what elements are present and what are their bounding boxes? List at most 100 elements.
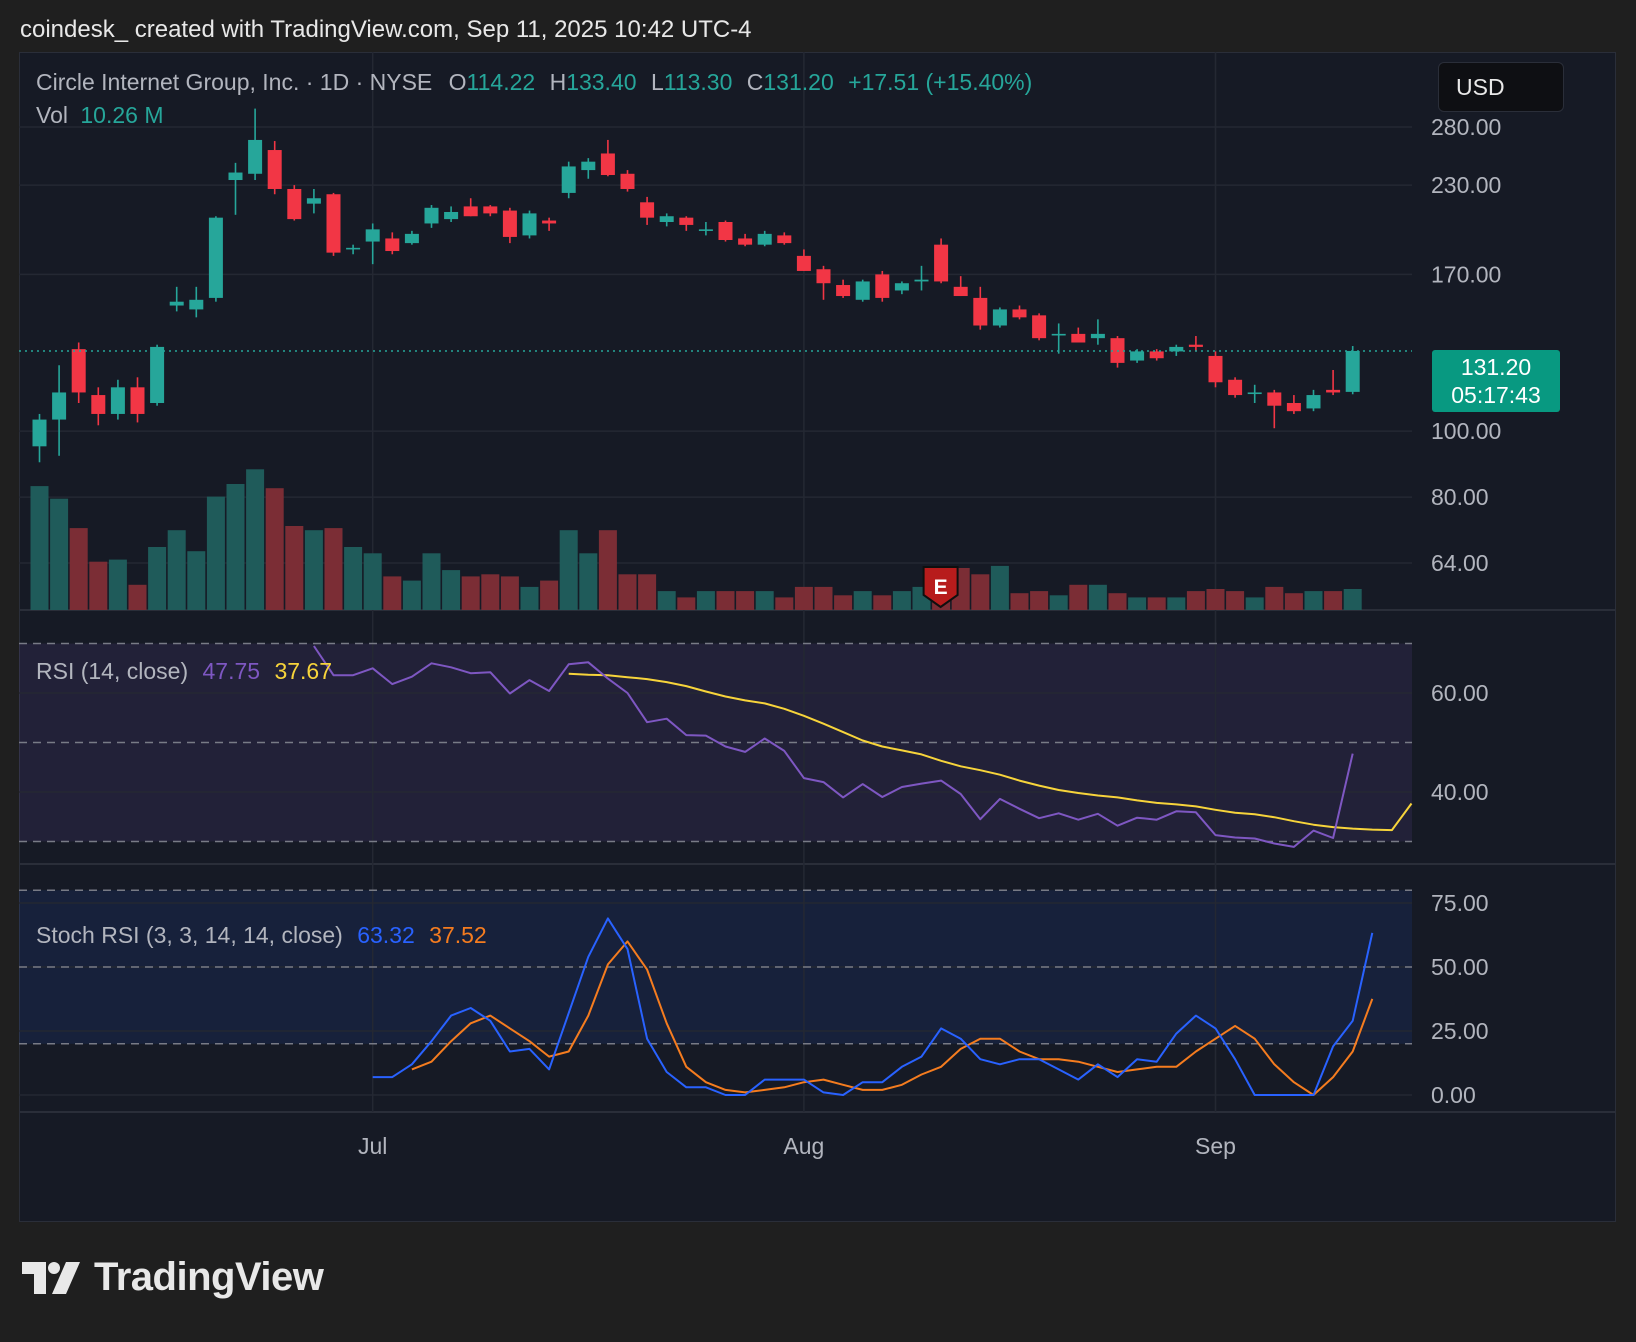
price-tick-label: 230.00 [1431, 172, 1501, 198]
low-label: L [650, 69, 664, 95]
candle-body [698, 229, 713, 231]
stoch-title[interactable]: Stoch RSI (3, 3, 14, 14, close) [36, 922, 343, 948]
volume-bar [226, 484, 245, 610]
candle-body [130, 387, 145, 414]
volume-bar [442, 570, 461, 610]
earnings-marker-label: E [934, 576, 948, 599]
currency-label: USD [1456, 74, 1505, 100]
volume-bar [206, 496, 225, 610]
candle-body [894, 283, 909, 291]
candle-body [208, 217, 223, 298]
volume-bar [520, 586, 539, 610]
volume-bar [579, 553, 598, 610]
volume-bar [873, 595, 892, 610]
candle-body [287, 188, 302, 220]
x-tick-label: Aug [783, 1133, 824, 1159]
candle-body [32, 419, 47, 447]
candle-body [404, 233, 419, 244]
candle-body [228, 172, 243, 181]
chart-credit: coindesk_ created with TradingView.com, … [20, 16, 752, 43]
volume-bar [1226, 591, 1245, 610]
volume-bar [1304, 591, 1323, 610]
candle-body [483, 206, 498, 214]
volume-bar [1206, 589, 1225, 610]
volume-bar [892, 591, 911, 610]
volume-label: Vol [36, 102, 68, 128]
candle-body [1286, 403, 1301, 412]
candle-body [992, 309, 1007, 326]
brand-name: TradingView [94, 1255, 324, 1299]
volume-value: 10.26 M [80, 102, 164, 128]
volume-bar [69, 528, 88, 610]
candle-body [110, 387, 125, 414]
rsi-legend: RSI (14, close) 47.75 37.67 [36, 658, 332, 685]
price-tick-label: 170.00 [1431, 261, 1501, 287]
currency-button[interactable]: USD [1438, 62, 1564, 112]
last-price-tag: 131.20 05:17:43 [1432, 350, 1560, 412]
volume-bar [461, 576, 480, 610]
candle-body [816, 269, 831, 284]
rsi-line [313, 645, 1354, 848]
volume-bar [618, 574, 637, 610]
bar-countdown: 05:17:43 [1451, 382, 1541, 408]
volume-bar [1265, 586, 1284, 610]
volume-bar [1147, 597, 1166, 610]
volume-bar [50, 498, 69, 610]
open-value: 114.22 [466, 69, 536, 95]
symbol-title[interactable]: Circle Internet Group, Inc. · 1D · NYSE [36, 69, 433, 95]
rsi-title[interactable]: RSI (14, close) [36, 658, 189, 684]
rsi-tick-label: 60.00 [1431, 680, 1489, 706]
candle-body [953, 286, 968, 297]
volume-bar [814, 586, 833, 610]
volume-legend: Vol 10.26 M [36, 102, 163, 129]
last-price: 131.20 [1460, 354, 1532, 380]
candle-body [1228, 379, 1243, 396]
stoch-d-value: 37.52 [429, 922, 487, 948]
stoch-k-line [372, 917, 1374, 1096]
stoch-d-line [411, 940, 1374, 1096]
price-tick-label: 280.00 [1431, 114, 1501, 140]
chart-svg[interactable]: E 280.00 230.00 170.00 100.00 80.00 64.00 60.0… [19, 52, 1616, 1222]
candle-body [1012, 309, 1027, 318]
candle-body [875, 274, 890, 298]
candle-body [463, 206, 478, 217]
candle-body [1345, 350, 1360, 392]
candle-body [52, 392, 67, 420]
stoch-tick-label: 75.00 [1431, 890, 1489, 916]
volume-bar [89, 561, 108, 610]
candle-body [502, 210, 517, 237]
x-tick-label: Sep [1195, 1133, 1236, 1159]
volume-bar [383, 576, 402, 610]
volume-bar [1069, 584, 1088, 610]
volume-bar [1088, 584, 1107, 610]
high-label: H [549, 69, 567, 95]
candle-body [542, 220, 557, 224]
volume-bar [481, 574, 500, 610]
rsi-ma-line [568, 672, 1413, 832]
volume-bar [853, 591, 872, 610]
tradingview-logo: TradingView [22, 1255, 324, 1300]
high-value: 133.40 [566, 69, 637, 95]
tradingview-mark-icon [22, 1261, 80, 1294]
rsi-tick-label: 40.00 [1431, 779, 1489, 805]
candle-body [718, 221, 733, 240]
main-legend: Circle Internet Group, Inc. · 1D · NYSE … [36, 69, 1032, 96]
volume-bar [285, 526, 304, 610]
candle-body [1130, 351, 1145, 361]
stoch-tick-label: 25.00 [1431, 1018, 1489, 1044]
candle-body [738, 238, 753, 245]
candle-body [914, 279, 929, 282]
rsi-band-fill [19, 643, 1412, 842]
volume-bar [1167, 597, 1186, 610]
volume-bar [638, 574, 657, 610]
volume-bar [128, 584, 147, 610]
volume-bar [344, 547, 363, 610]
candle-body [777, 235, 792, 244]
volume-bar [559, 530, 578, 610]
candle-body [1090, 333, 1105, 339]
volume-bar [716, 591, 735, 610]
stoch-tick-label: 50.00 [1431, 954, 1489, 980]
candle-body [1306, 395, 1321, 409]
candle-body [836, 285, 851, 297]
open-label: O [448, 69, 467, 95]
